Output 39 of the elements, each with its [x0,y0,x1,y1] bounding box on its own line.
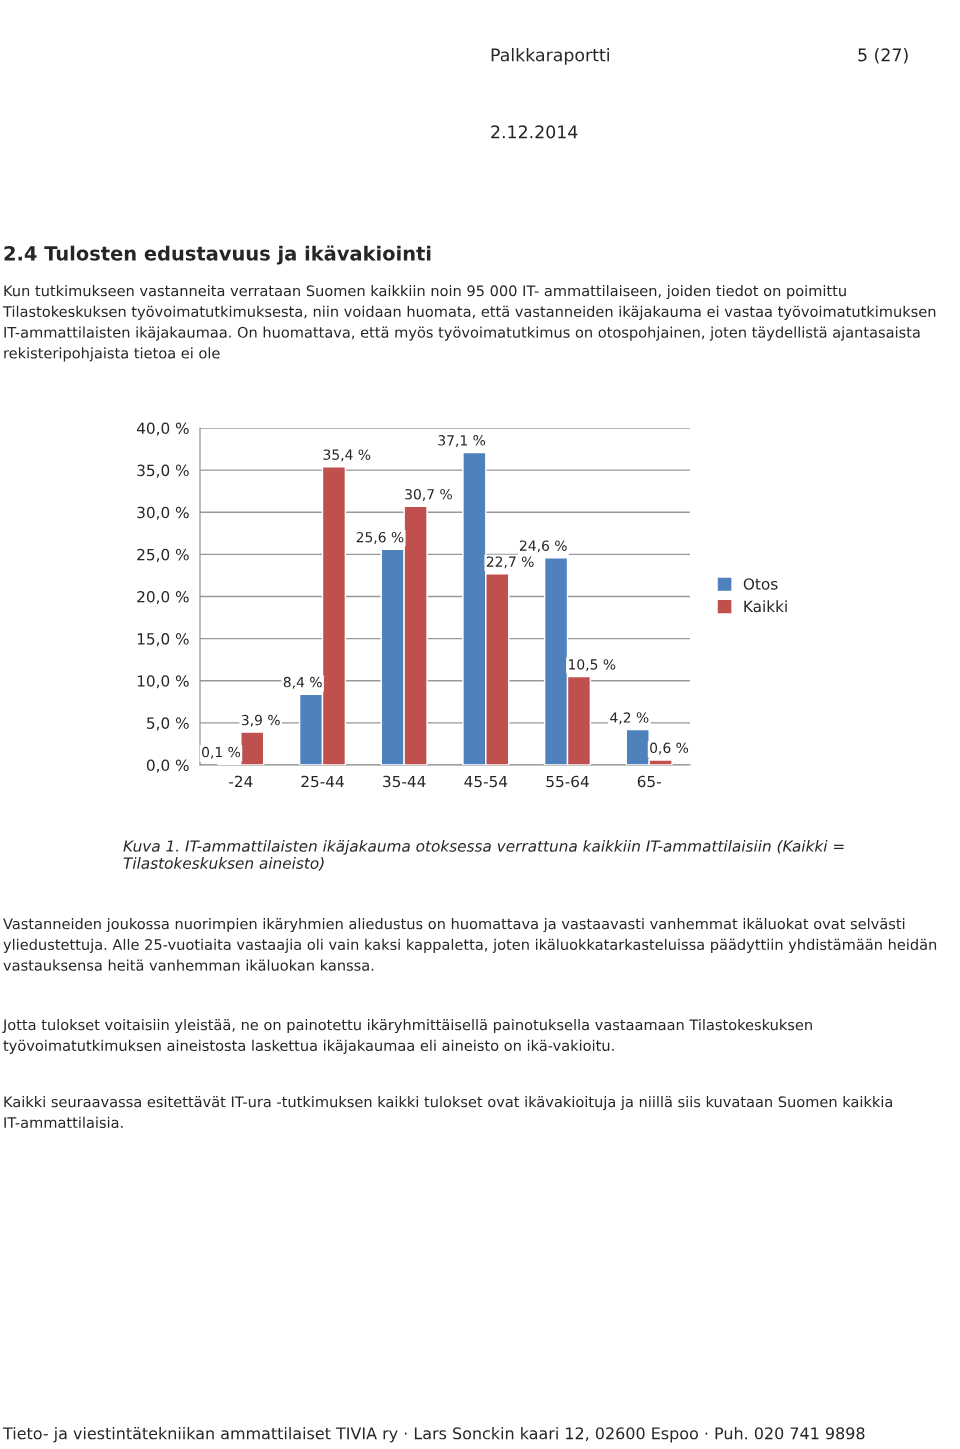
text: Tieto- ja viestintätekniikan ammattilaiset TIVIA ry · Lars Sonckin kaari 12, 02600 Espoo · Puh. 020 741 9898 [2,1427,865,1443]
y-tick-label: 20,0 % [137,590,189,605]
x-tick-label: 55-64 [546,775,589,788]
y-tick-label: 0,0 % [146,759,189,773]
text: 5 (27) [858,48,908,64]
y-tick-label: 40,0 % [136,422,189,436]
text: Kuva 1. IT-ammattilaisten ikäjakauma otoksessa verrattuna kaikkiin IT-ammattilaisiin (Kaikki = Tilastokeskuksen aineisto) [123,840,844,871]
data-label: 10,5 % [569,659,616,672]
data-label: 22,7 % [486,556,534,569]
text: Vastanneiden joukossa nuorimpien ikäryhmien aliedustus on huomattava ja vastaavasti vanhemmat ikäluokat ovat selvästi yliedustettuja. Alle 25-vuotiaita vastaajia oli vain kaksi kappaletta, joten ikäluokkatarkasteluissa päädyttiin yhdistämään heidän vastauksensa heitä vanhemman ikäluokan kanssa. [3,918,937,971]
y-tick-label: 10,0 % [137,675,189,689]
text: 2.12.2014 [491,125,578,139]
legend-label: Kaikki [744,600,787,613]
data-label: 4,2 % [610,712,649,725]
data-label: 24,6 % [519,540,567,553]
chart-subtitle: Kun tutkimukseen vastanneita verrataan Suomen kaikkiin noin 95 000 IT- ammattilaiseen, joiden tiedot on poimittu Tilastokeskuksen työvoimatutkimuksesta, niin voidaan huomata, että vastanneiden ikäjakauma ei vastaa työvoimatutkimuksen IT-ammattilaisten ikäjakaumaa. On huomattava, että myös työvoimatutkimus on otospohjainen, joten täydellistä ajantasaista rekisteripohjaista tietoa ei ole [2,285,936,362]
text: Jotta tulokset voitaisiin yleistää, ne on painotettu ikäryhmittäisellä painotuksella vastaamaan Tilastokeskuksen työvoimatutkimuksen aineistosta laskettua ikäjakaumaa eli aineisto on ikä-vakioitu. [2,1019,812,1054]
data-label: 35,4 % [323,449,371,462]
data-label: 8,4 % [283,676,322,689]
data-label: 37,1 % [438,435,486,447]
x-tick-label: 25-44 [301,775,344,788]
y-tick-label: 5,0 % [147,717,189,731]
y-tick-label: 35,0 % [137,464,189,478]
y-tick-label: 30,0 % [137,506,189,520]
x-tick-label: 35-44 [383,775,426,788]
chart-title: 2.4 Tulosten edustavuus ja ikävakiointi [4,245,431,265]
y-tick-label: 25,0 % [137,548,189,562]
data-label: 3,9 % [241,714,280,727]
x-tick-label: 45-54 [464,775,508,788]
data-label: 30,7 % [405,488,452,501]
text: Palkkaraportti [491,48,609,65]
x-tick-label: 65- [637,775,661,788]
data-label: 0,6 % [650,742,689,755]
x-tick-label: -24 [229,775,253,788]
legend-label: Otos [743,578,778,590]
data-label: 0,1 % [202,746,241,759]
data-label: 25,6 % [356,531,404,544]
y-tick-label: 15,0 % [137,633,189,647]
text: Kaikki seuraavassa esitettävät IT-ura -tutkimuksen kaikki tulokset ovat ikävakioituja ja niillä siis kuvataan Suomen kaikkia IT-ammattilaisia. [4,1096,892,1129]
